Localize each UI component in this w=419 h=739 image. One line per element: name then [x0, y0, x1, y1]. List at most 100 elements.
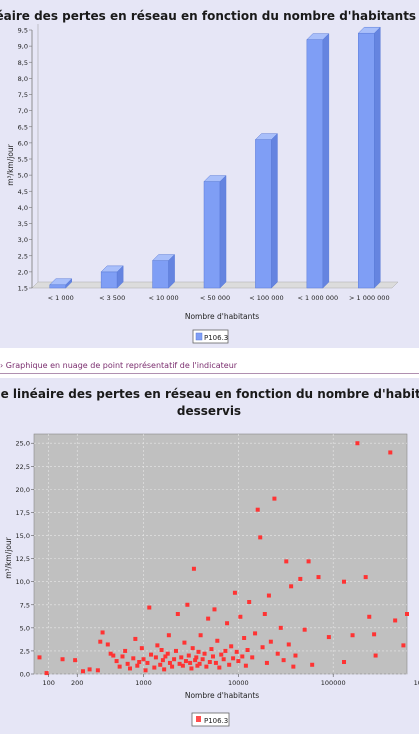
- scatter-point: [172, 657, 177, 662]
- scatter-y-axis-label: m³/km/jour: [4, 536, 13, 578]
- scatter-point: [111, 653, 116, 658]
- bar-y-tick-label: 6,5: [18, 123, 28, 131]
- scatter-y-tick-label: 15,0: [16, 532, 30, 540]
- scatter-point: [80, 669, 85, 674]
- bar-chart-title: Indice linéaire des pertes en réseau en …: [0, 9, 419, 23]
- scatter-point: [229, 644, 234, 649]
- scatter-point: [190, 646, 195, 651]
- scatter-point: [189, 666, 194, 671]
- bar-y-tick-label: 9,0: [18, 43, 28, 51]
- scatter-section-label: › Graphique en nuage de point représenta…: [0, 358, 419, 374]
- scatter-point: [227, 662, 232, 667]
- scatter-point: [245, 648, 250, 652]
- scatter-point: [180, 663, 185, 668]
- scatter-point: [393, 618, 398, 623]
- scatter-point: [167, 660, 172, 665]
- scatter-grid: [34, 434, 407, 675]
- scatter-point: [179, 655, 184, 660]
- scatter-point: [238, 614, 243, 619]
- scatter-point: [195, 663, 200, 668]
- scatter-point: [160, 658, 165, 663]
- scatter-point: [286, 642, 291, 647]
- scatter-point: [87, 667, 92, 672]
- scatter-point: [310, 662, 315, 667]
- scatter-point: [215, 638, 220, 643]
- scatter-point: [108, 651, 113, 656]
- scatter-point: [37, 655, 42, 660]
- scatter-point: [73, 658, 78, 663]
- scatter-y-axis: 0,0 2,5 5,0 7,5 10,0 12,5 15,0 17,5 20,0 22,5 25,0: [16, 440, 34, 679]
- scatter-point: [193, 658, 198, 663]
- scatter-point: [298, 576, 303, 581]
- bar-mark: [254, 133, 279, 289]
- bar-x-tick-label: < 100 000: [249, 294, 283, 302]
- scatter-point: [209, 647, 214, 652]
- scatter-x-tick-label: 200: [71, 679, 83, 687]
- scatter-point: [175, 612, 180, 616]
- bar-y-tick-label: 6,0: [18, 139, 28, 147]
- scatter-point: [207, 660, 212, 664]
- bar-mark: [151, 253, 176, 289]
- scatter-point: [120, 654, 125, 659]
- scatter-point: [166, 633, 171, 638]
- scatter-point: [268, 639, 273, 644]
- scatter-point: [204, 664, 209, 669]
- scatter-point: [221, 657, 226, 662]
- scatter-point: [355, 441, 360, 446]
- scatter-point: [293, 653, 298, 658]
- scatter-point: [284, 559, 289, 564]
- scatter-chart-panel: Indice linéaire des pertes en réseau en …: [0, 378, 419, 734]
- bar-y-tick-label: 4,0: [18, 204, 28, 212]
- scatter-point: [162, 667, 167, 672]
- scatter-point: [289, 584, 294, 589]
- scatter-x-tick-label: 100000: [321, 679, 346, 687]
- scatter-chart-title: Indice linéaire des pertes en réseau en …: [0, 387, 419, 401]
- scatter-point: [145, 660, 150, 665]
- scatter-point: [127, 666, 132, 671]
- bar-mark: [100, 265, 124, 289]
- bar-y-axis: 1,5 2,0 2,5 3,0 3,5 4,0 4,5 5,0 5,5 6,0 6,5 7,0 7,5 8…: [18, 27, 32, 293]
- scatter-point: [278, 625, 283, 630]
- bar-y-tick-label: 2,0: [18, 268, 28, 276]
- bar-y-tick-label: 5,0: [18, 172, 28, 180]
- bar-mark: [357, 26, 381, 289]
- bar-y-tick-label: 9,5: [18, 27, 28, 35]
- scatter-point: [185, 602, 190, 607]
- bar-x-tick-label: < 1 000 000: [298, 294, 339, 302]
- scatter-point: [247, 600, 252, 604]
- scatter-point: [197, 661, 202, 666]
- scatter-point: [234, 649, 239, 654]
- scatter-point: [243, 663, 248, 668]
- scatter-point: [165, 651, 170, 656]
- scatter-y-tick-label: 25,0: [16, 440, 30, 448]
- scatter-point: [306, 559, 311, 564]
- bar-chart-panel: Indice linéaire des pertes en réseau en …: [0, 0, 419, 348]
- scatter-point: [188, 660, 193, 665]
- scatter-point: [174, 648, 179, 653]
- scatter-y-tick-label: 22,5: [16, 463, 30, 471]
- bar-y-tick-label: 4,5: [18, 188, 28, 196]
- bar-x-tick-label: < 1 000: [48, 294, 74, 302]
- bar-mark: [306, 33, 330, 289]
- scatter-point: [141, 657, 146, 662]
- scatter-point: [133, 636, 138, 641]
- bar-mark: [203, 174, 227, 289]
- scatter-point: [401, 643, 406, 648]
- scatter-y-tick-label: 20,0: [16, 486, 30, 494]
- scatter-point: [253, 631, 258, 636]
- scatter-point: [266, 593, 271, 598]
- scatter-point: [139, 646, 144, 651]
- bar-legend-label: P106.3: [204, 334, 228, 342]
- scatter-point: [405, 612, 409, 616]
- scatter-point: [281, 658, 286, 663]
- scatter-point: [147, 605, 152, 610]
- scatter-point: [186, 653, 191, 658]
- scatter-point: [170, 664, 175, 669]
- scatter-point: [236, 659, 241, 664]
- scatter-point: [163, 654, 168, 659]
- scatter-point: [137, 660, 142, 664]
- scatter-point: [342, 579, 347, 584]
- scatter-point: [232, 590, 237, 595]
- scatter-point: [223, 648, 228, 653]
